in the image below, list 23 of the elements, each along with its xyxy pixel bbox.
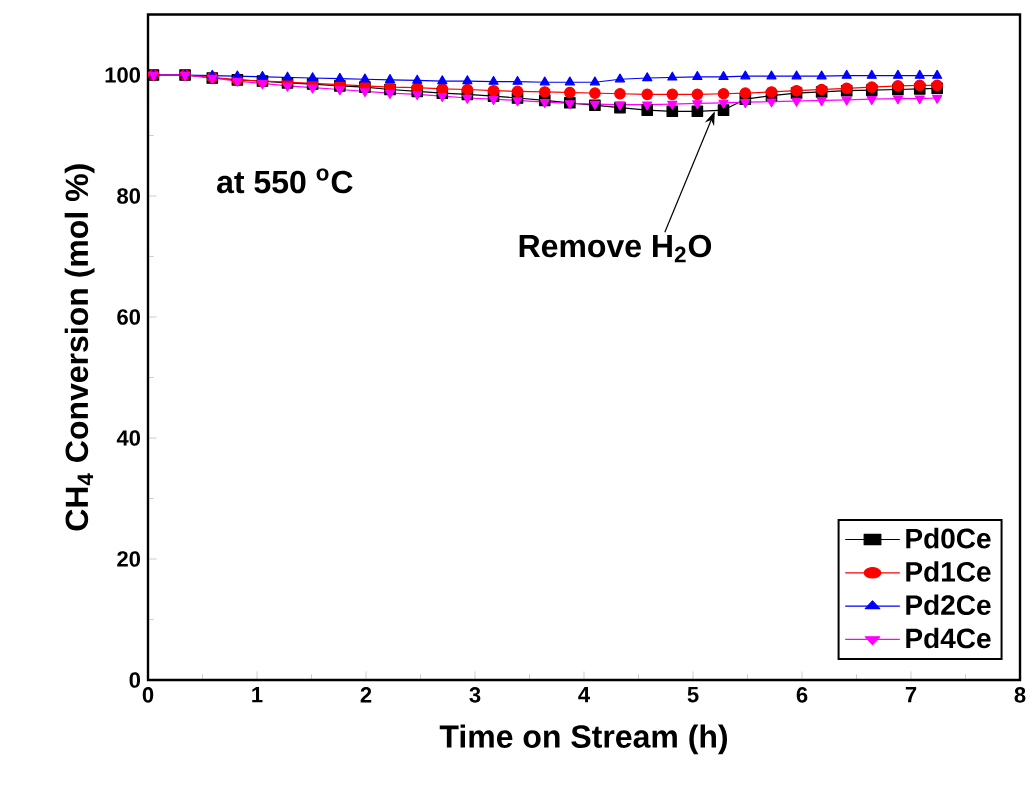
- x-tick-label: 4: [578, 687, 590, 703]
- x-tick-label: 2: [360, 687, 372, 703]
- x-tick-label: 8: [1014, 687, 1026, 703]
- y-tick-label: 0: [129, 672, 141, 688]
- x-tick-label: 7: [905, 687, 917, 703]
- x-tick-label: 1: [252, 687, 263, 703]
- x-axis-title: Time on Stream (h): [439, 724, 728, 755]
- legend-label: Pd4Ce: [906, 627, 991, 649]
- y-tick-label: 40: [116, 430, 141, 446]
- y-tick-label: 100: [105, 67, 141, 83]
- y-tick-label: 60: [117, 309, 141, 325]
- y-tick-label: 80: [117, 188, 141, 204]
- x-tick-label: 5: [687, 687, 699, 703]
- annotation: at 550 $^{o}$C: [217, 168, 353, 194]
- annotation: Remove H$_{2}$O: [519, 234, 712, 263]
- legend-label: Pd1Ce: [906, 561, 991, 582]
- legend-label: Pd2Ce: [906, 594, 991, 616]
- legend-label: Pd0Ce: [906, 527, 991, 549]
- y-axis-title: CH$_{4}$ Conversion (mol %): [64, 164, 95, 531]
- y-tick-label: 20: [117, 551, 141, 567]
- x-tick-label: 3: [469, 687, 481, 703]
- x-tick-label: 6: [796, 687, 808, 703]
- x-tick-label: 0: [142, 687, 154, 703]
